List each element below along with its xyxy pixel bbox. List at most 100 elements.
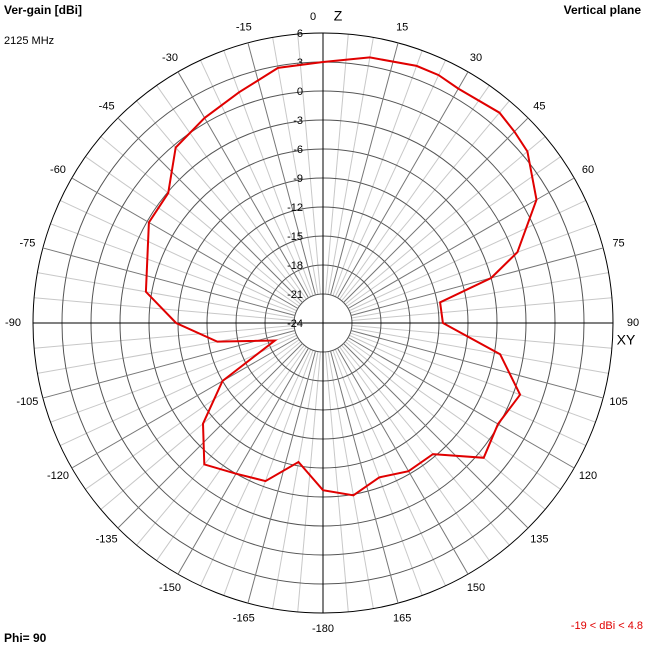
minor-radial [297,34,321,295]
angle-grid-line [247,42,316,296]
minor-radial [334,349,447,587]
minor-radial [327,37,374,295]
angle-grid-line [42,247,296,316]
minor-radial [325,351,349,612]
angle-tick-label: -30 [162,52,178,64]
range-label: -19 < dBi < 4.8 [571,620,643,632]
minor-radial [297,351,321,612]
angle-tick-label: 135 [530,533,548,545]
angle-tick-label: -90 [5,317,21,329]
r-tick-label: -3 [293,115,303,127]
angle-tick-label: -180 [312,623,334,635]
angle-tick-label: 30 [470,52,482,64]
minor-radial [344,341,546,510]
angle-tick-label: 90 [627,317,639,329]
minor-radial [156,346,307,561]
angle-tick-label: -75 [19,238,35,250]
angle-tick-label: 120 [579,470,597,482]
angle-grid-line [117,343,303,529]
r-tick-label: 0 [297,86,303,98]
angle-tick-label: -60 [50,164,66,176]
minor-radial [339,346,490,561]
r-tick-label: -18 [287,260,303,272]
minor-radial [136,100,305,302]
minor-radial [349,334,587,447]
xy-label: XY [617,332,636,348]
minor-radial [34,297,295,321]
minor-radial [136,344,305,546]
minor-radial [325,34,349,295]
angle-tick-label: 150 [467,582,485,594]
r-tick-label: -12 [287,202,303,214]
minor-radial [344,136,546,305]
angle-grid-line [350,330,604,399]
angle-grid-line [177,347,309,575]
angle-tick-label: 75 [612,238,624,250]
r-tick-label: -24 [287,318,303,330]
minor-radial [37,272,295,319]
minor-radial [341,344,510,546]
angle-tick-label: -135 [96,533,118,545]
angle-tick-label: 165 [393,612,411,624]
z-label: Z [334,8,343,24]
minor-radial [351,272,609,319]
r-tick-label: -15 [287,231,303,243]
angle-grid-line [330,42,399,296]
minor-radial [85,339,300,490]
angle-grid-line [343,343,529,529]
r-tick-label: 6 [297,28,303,40]
angle-tick-label: -105 [16,396,38,408]
minor-radial [351,297,612,321]
minor-radial [351,325,612,349]
r-tick-label: -6 [293,144,303,156]
minor-radial [350,223,596,314]
minor-radial [350,332,596,423]
minor-radial [327,351,374,609]
minor-radial [349,199,587,312]
minor-radial [156,85,307,300]
minor-radial [50,332,296,423]
minor-radial [223,350,314,596]
angle-tick-label: 105 [609,396,627,408]
subtitle: 2125 MHz [4,35,54,47]
grid [32,32,614,614]
angle-tick-label: -15 [236,21,252,33]
minor-radial [334,59,447,297]
minor-radial [100,341,302,510]
minor-radial [339,85,490,300]
minor-radial [199,59,312,297]
angle-tick-label: -45 [99,101,115,113]
angle-grid-line [71,177,299,309]
angle-grid-line [177,71,309,299]
angle-grid-line [337,71,469,299]
r-tick-label: 3 [297,57,303,69]
gain-pattern [144,56,538,497]
minor-radial [272,37,319,295]
r-tick-label: -9 [293,173,303,185]
minor-radial [341,100,510,302]
minor-radial [37,327,295,374]
angle-tick-label: -120 [47,470,69,482]
angle-tick-label: 45 [533,101,545,113]
angle-grid-line [350,247,604,316]
chart-title: Vertical plane [564,3,642,17]
angle-grid-line [347,337,575,469]
angle-grid-line [337,347,469,575]
minor-radial [85,156,300,307]
minor-radial [199,349,312,587]
angle-grid-line [330,350,399,604]
minor-radial [346,156,561,307]
angle-grid-line [343,117,529,303]
angle-tick-label: 60 [582,164,594,176]
minor-radial [59,199,297,312]
minor-radial [332,50,423,296]
angle-tick-label: 15 [396,21,408,33]
minor-radial [50,223,296,314]
angle-tick-label: -150 [159,582,181,594]
axis-label: Ver-gain [dBi] [4,3,82,17]
minor-radial [34,325,295,349]
minor-radial [346,339,561,490]
minor-radial [272,351,319,609]
angle-grid-line [117,117,303,303]
